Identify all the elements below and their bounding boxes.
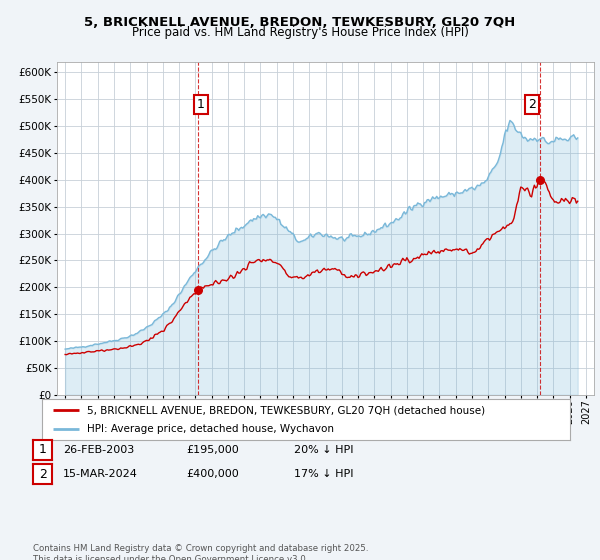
- Point: [193, 286, 203, 295]
- Text: 1: 1: [197, 98, 205, 111]
- Text: Price paid vs. HM Land Registry's House Price Index (HPI): Price paid vs. HM Land Registry's House …: [131, 26, 469, 39]
- Text: 5, BRICKNELL AVENUE, BREDON, TEWKESBURY, GL20 7QH: 5, BRICKNELL AVENUE, BREDON, TEWKESBURY,…: [85, 16, 515, 29]
- Text: 2: 2: [528, 98, 536, 111]
- Text: 2: 2: [38, 468, 47, 481]
- Text: 15-MAR-2024: 15-MAR-2024: [63, 469, 138, 479]
- Text: HPI: Average price, detached house, Wychavon: HPI: Average price, detached house, Wych…: [87, 424, 334, 433]
- Text: Contains HM Land Registry data © Crown copyright and database right 2025.
This d: Contains HM Land Registry data © Crown c…: [33, 544, 368, 560]
- Text: 1: 1: [38, 443, 47, 456]
- Text: 17% ↓ HPI: 17% ↓ HPI: [294, 469, 353, 479]
- Point: [536, 175, 545, 184]
- Text: 5, BRICKNELL AVENUE, BREDON, TEWKESBURY, GL20 7QH (detached house): 5, BRICKNELL AVENUE, BREDON, TEWKESBURY,…: [87, 405, 485, 415]
- Text: £195,000: £195,000: [186, 445, 239, 455]
- Text: £400,000: £400,000: [186, 469, 239, 479]
- Text: 26-FEB-2003: 26-FEB-2003: [63, 445, 134, 455]
- Text: 20% ↓ HPI: 20% ↓ HPI: [294, 445, 353, 455]
